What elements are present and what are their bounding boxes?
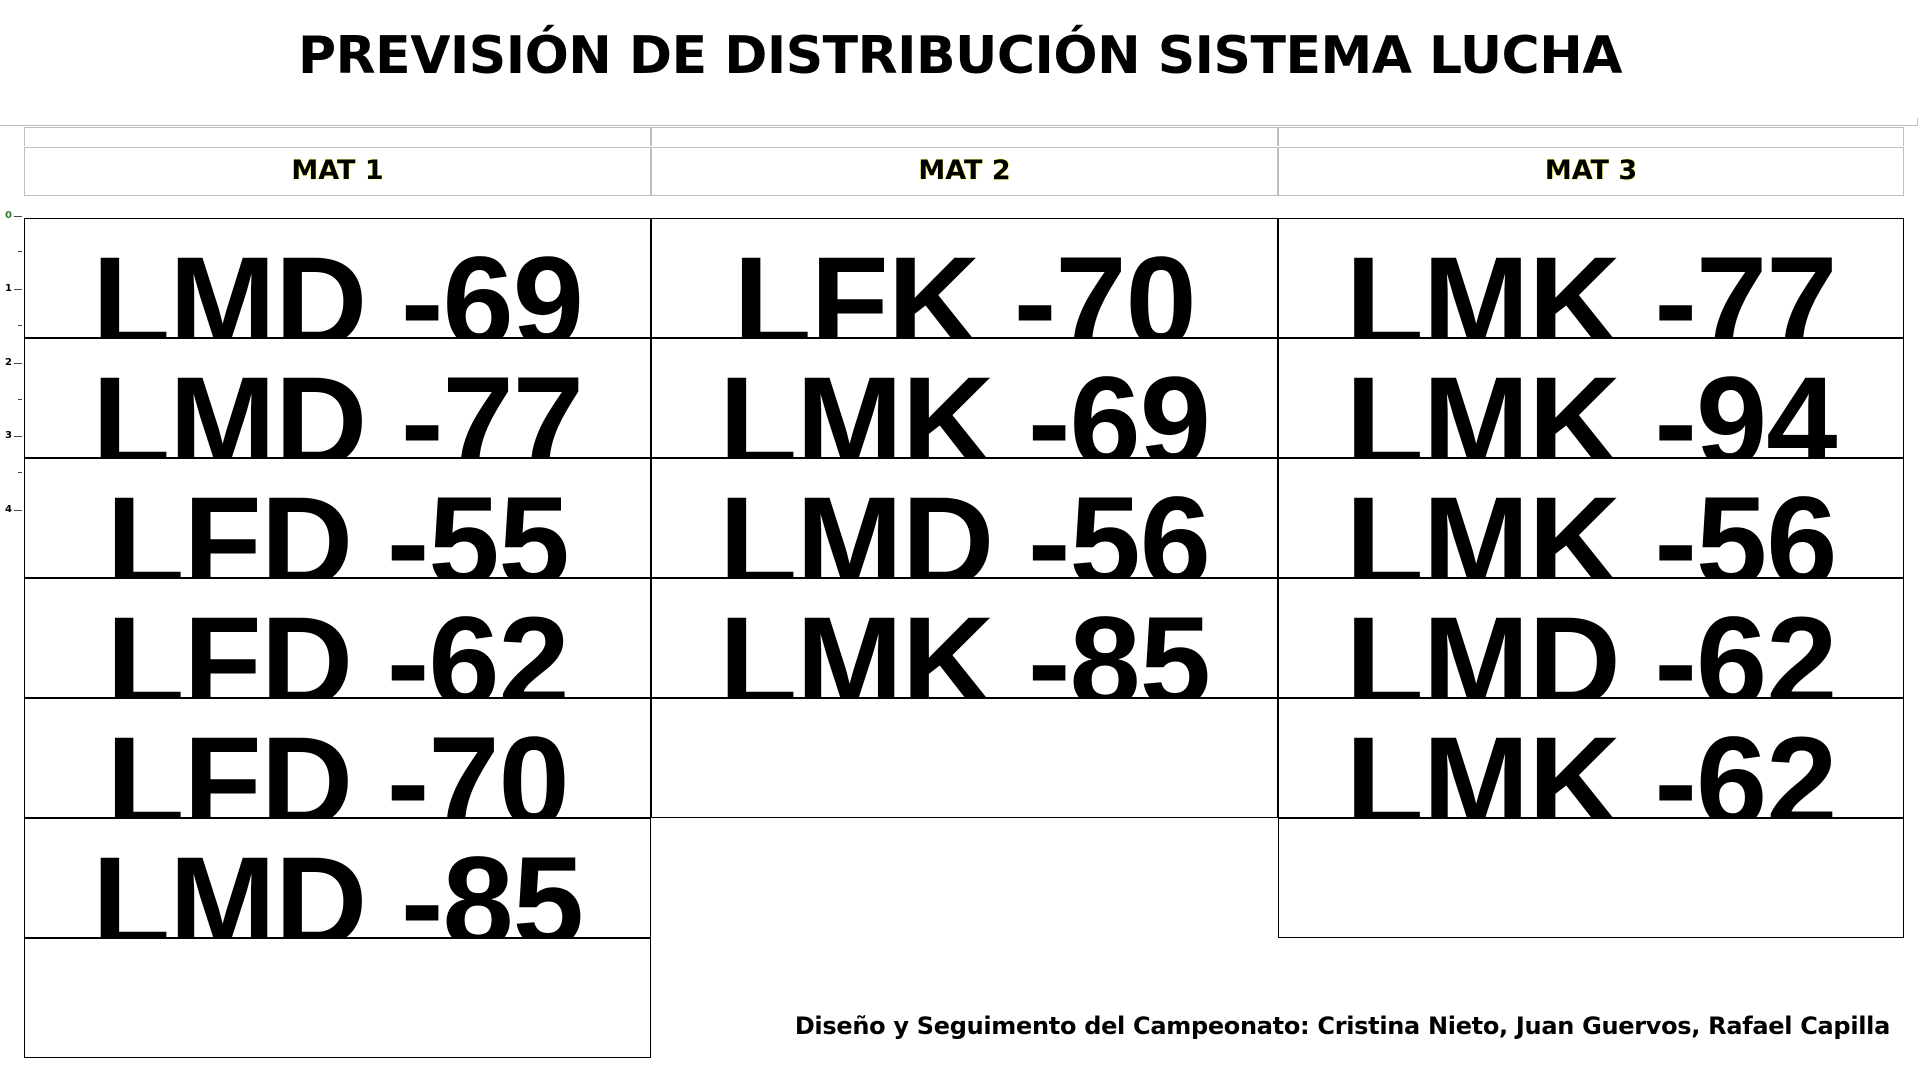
header-spacer-mat-3 [1278, 127, 1904, 146]
ruler-label-1: 1 [5, 283, 12, 294]
ruler-tick [14, 363, 22, 364]
mat-3-slot-5[interactable]: LMK -62 [1278, 698, 1904, 818]
ruler-tick [14, 216, 22, 217]
mat-1-slot-4[interactable]: LFD -62 [24, 578, 651, 698]
mat-1-header: MAT 1 [24, 147, 651, 196]
credits-footer: Diseño y Seguimento del Campeonato: Cris… [794, 1012, 1890, 1040]
slot-label: LMD -77 [92, 351, 584, 458]
ruler-tick [14, 436, 22, 437]
mat-3-slot-6[interactable] [1278, 818, 1904, 938]
mat-3-header: MAT 3 [1278, 147, 1904, 196]
vertical-ruler: 0 1 2 3 4 [0, 210, 25, 534]
slot-label: LMD -62 [1345, 591, 1838, 698]
ruler-label-2: 2 [5, 357, 12, 368]
page-title: PREVISIÓN DE DISTRIBUCIÓN SISTEMA LUCHA [298, 26, 1622, 86]
mat-2-slot-4[interactable]: LMK -85 [651, 578, 1278, 698]
mat-2-header: MAT 2 [651, 147, 1278, 196]
ruler-tick-minor [18, 472, 22, 473]
slot-label: LMK -56 [1345, 471, 1838, 578]
slot-label: LMD -56 [719, 471, 1211, 578]
ruler-label-0: 0 [5, 210, 12, 221]
mat-1-slot-6[interactable]: LMD -85 [24, 818, 651, 938]
slot-label: LMK -85 [719, 591, 1211, 698]
mat-1-slot-7[interactable] [24, 938, 651, 1058]
mat-3-slot-1[interactable]: LMK -77 [1278, 218, 1904, 338]
mat-3-slot-3[interactable]: LMK -56 [1278, 458, 1904, 578]
ruler-tick [14, 289, 22, 290]
mat-1-slot-1[interactable]: LMD -69 [24, 218, 651, 338]
mat-3-slot-4[interactable]: LMD -62 [1278, 578, 1904, 698]
slot-label: LFD -62 [106, 591, 569, 698]
mat-2-slot-5[interactable] [651, 698, 1278, 818]
header-spacer-mat-1 [24, 127, 651, 146]
title-divider-end [1917, 118, 1918, 126]
header-spacer-mat-2 [651, 127, 1278, 146]
ruler-tick-minor [18, 251, 22, 252]
mat-3-slot-2[interactable]: LMK -94 [1278, 338, 1904, 458]
ruler-tick [14, 510, 22, 511]
title-divider [0, 125, 1918, 126]
mat-2-slot-3[interactable]: LMD -56 [651, 458, 1278, 578]
slot-label: LFK -70 [733, 231, 1196, 338]
mat-2-slot-1[interactable]: LFK -70 [651, 218, 1278, 338]
ruler-tick-minor [18, 325, 22, 326]
slot-label: LMK -69 [719, 351, 1211, 458]
ruler-label-3: 3 [5, 430, 12, 441]
ruler-label-4: 4 [5, 504, 12, 515]
ruler-tick-minor [18, 399, 22, 400]
slot-label: LMK -94 [1345, 351, 1838, 458]
slot-label: LMD -69 [92, 231, 584, 338]
slot-label: LMK -77 [1345, 231, 1838, 338]
slot-label: LFD -70 [106, 711, 569, 818]
mat-1-slot-5[interactable]: LFD -70 [24, 698, 651, 818]
mat-1-slot-2[interactable]: LMD -77 [24, 338, 651, 458]
mat-1-slot-3[interactable]: LFD -55 [24, 458, 651, 578]
slot-label: LMD -85 [92, 831, 584, 938]
slot-label: LFD -55 [106, 471, 569, 578]
mat-2-slot-2[interactable]: LMK -69 [651, 338, 1278, 458]
slot-label: LMK -62 [1345, 711, 1838, 818]
